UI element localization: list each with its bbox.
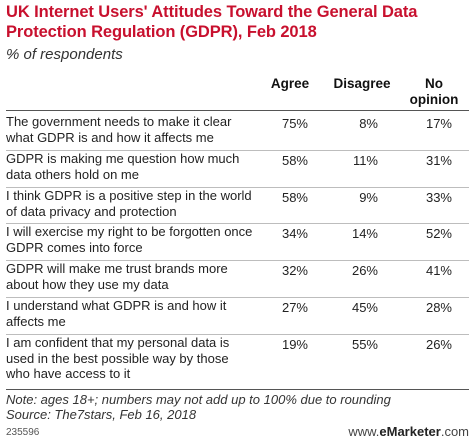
row-label: I am confident that my personal data is … [6, 335, 230, 381]
brand-prefix: www. [348, 424, 380, 439]
brand-logo: www.eMarketer.com [348, 424, 469, 439]
row-value-agree: 19% [281, 337, 308, 352]
row-value-agree: 34% [281, 226, 308, 241]
brand-name: eMarketer [379, 424, 441, 439]
column-header-no-opinion-text: No opinion [409, 76, 459, 107]
row-separator [6, 260, 469, 261]
table-note: Note: ages 18+; numbers may not add up t… [6, 392, 391, 407]
column-header-disagree: Disagree [333, 76, 391, 91]
footer-rule [6, 389, 469, 390]
row-value-no-opinion: 26% [425, 337, 452, 352]
row-value-disagree: 8% [359, 116, 378, 131]
row-value-agree: 32% [281, 263, 308, 278]
row-separator [6, 150, 469, 151]
column-header-no-opinion: No opinion [404, 76, 464, 108]
row-value-disagree: 55% [351, 337, 378, 352]
row-value-no-opinion: 31% [425, 153, 452, 168]
row-label: The government needs to make it clear wh… [6, 114, 232, 145]
row-label: I think GDPR is a positive step in the w… [6, 188, 252, 219]
header-rule [6, 110, 469, 111]
row-value-agree: 58% [281, 153, 308, 168]
row-value-disagree: 14% [351, 226, 378, 241]
row-value-disagree: 45% [351, 300, 378, 315]
row-separator [6, 334, 469, 335]
row-label: I will exercise my right to be forgotten… [6, 224, 253, 255]
row-value-no-opinion: 52% [425, 226, 452, 241]
row-value-no-opinion: 41% [425, 263, 452, 278]
row-value-no-opinion: 33% [425, 190, 452, 205]
row-separator [6, 297, 469, 298]
row-separator [6, 223, 469, 224]
row-value-agree: 75% [281, 116, 308, 131]
row-value-disagree: 11% [352, 153, 378, 168]
row-value-no-opinion: 28% [425, 300, 452, 315]
row-value-disagree: 26% [351, 263, 378, 278]
chart-subtitle: % of respondents [6, 46, 123, 63]
column-header-agree: Agree [270, 76, 310, 91]
chart-id: 235596 [6, 427, 40, 438]
row-value-agree: 58% [281, 190, 308, 205]
row-label: I understand what GDPR is and how it aff… [6, 298, 227, 329]
row-label: GDPR will make me trust brands more abou… [6, 261, 228, 292]
table-source: Source: The7stars, Feb 16, 2018 [6, 407, 197, 422]
row-value-no-opinion: 17% [425, 116, 452, 131]
row-label: GDPR is making me question how much data… [6, 151, 240, 182]
row-separator [6, 187, 469, 188]
row-value-agree: 27% [281, 300, 308, 315]
brand-suffix: .com [440, 424, 469, 439]
chart-title: UK Internet Users' Attitudes Toward the … [6, 3, 418, 41]
row-value-disagree: 9% [359, 190, 378, 205]
